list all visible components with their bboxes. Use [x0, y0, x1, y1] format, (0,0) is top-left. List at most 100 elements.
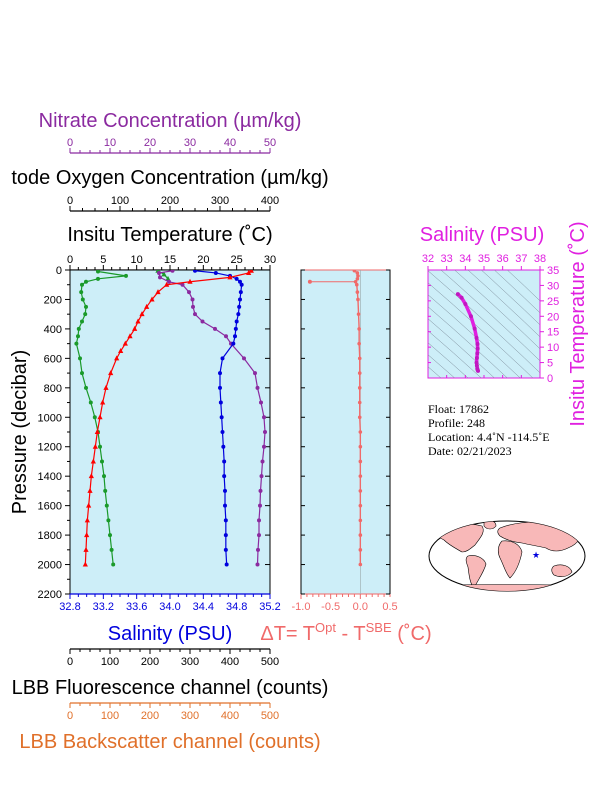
australia-shape [551, 564, 573, 577]
oxygen-point [263, 430, 267, 434]
temperature-point [149, 296, 155, 302]
temperature-point [84, 532, 90, 538]
salinity-tick-label: 34.4 [193, 601, 214, 613]
oxygen-tick-label: 100 [111, 195, 129, 207]
salinity-tick-label: 34.0 [159, 601, 180, 613]
ts-x-tick-label: 35 [478, 253, 490, 265]
oxygen-point [256, 547, 260, 552]
nitrate-axis: 0 10 20 30 40 50 [67, 137, 276, 154]
pressure-tick-label: 2200 [38, 589, 62, 601]
fluorescence-point [80, 319, 84, 324]
temperature-point [87, 487, 93, 493]
antarctica-shape [429, 584, 585, 591]
salinity-point [233, 334, 237, 339]
delta-t-point [355, 271, 360, 275]
ts-profile-point [476, 368, 481, 373]
nitrate-tick-label: 30 [184, 137, 196, 149]
fluorescence-point [76, 326, 81, 331]
nitrate-tick-label: 20 [144, 137, 156, 149]
ts-contour-line [428, 330, 482, 378]
fluorescence-point [84, 385, 88, 390]
salinity-point [213, 270, 218, 275]
delta-t-tick-label: 0.5 [382, 601, 397, 613]
delta-t-point [357, 415, 362, 420]
temperature-tick-label: 30 [264, 254, 276, 266]
africa-shape [497, 540, 523, 579]
salinity-point [223, 518, 228, 523]
pressure-tick-label: 1000 [38, 412, 62, 424]
profile-number: Profile: 248 [428, 416, 485, 430]
fluorescence-tick-label: 400 [221, 656, 239, 668]
delta-t-point [355, 277, 360, 281]
fluorescence-axis: 0 100 200 300 400 500 [67, 648, 279, 668]
pressure-tick-label: 1800 [38, 530, 62, 542]
fluorescence-point [83, 312, 88, 317]
salinity-axis: 32.8 33.2 33.6 34.0 34.4 34.8 35.2 [59, 593, 281, 613]
oxygen-point [193, 312, 197, 317]
oxygen-tick-label: 300 [211, 195, 229, 207]
ts-x-tick-label: 36 [497, 253, 509, 265]
fluorescence-point [78, 356, 82, 361]
fluorescence-point [111, 562, 116, 567]
fluorescence-point [106, 518, 111, 523]
salinity-point [237, 304, 242, 309]
fluorescence-point [80, 371, 84, 376]
oxygen-axis-title: tode Oxygen Concentration (µm/kg) [11, 167, 328, 189]
fluorescence-point [88, 400, 93, 405]
oxygen-point [191, 304, 195, 309]
ts-density-contours [428, 270, 540, 378]
fluorescence-line [75, 270, 127, 565]
salinity-point [193, 270, 197, 273]
fluorescence-axis-title: LBB Fluorescence channel (counts) [12, 677, 329, 699]
oxygen-point [259, 474, 264, 479]
delta-t-plot-area [300, 269, 391, 595]
ts-contour-line [454, 270, 540, 350]
ts-x-tick-label: 33 [441, 253, 453, 265]
salinity-point [233, 326, 238, 331]
nitrate-tick-label: 0 [67, 137, 73, 149]
pressure-tick-label: 2000 [38, 560, 62, 572]
fluorescence-point [98, 444, 102, 449]
ts-profile-point [459, 295, 464, 300]
pressure-tick-label: 600 [44, 353, 62, 365]
delta-t-point [352, 270, 357, 273]
delta-t-title-part2: - T [336, 623, 366, 645]
ts-contour-line [428, 354, 456, 378]
oxygen-point [224, 334, 228, 339]
temperature-point [144, 303, 150, 309]
oxygen-point [255, 385, 260, 390]
delta-t-point [358, 562, 363, 567]
oxygen-tick-label: 400 [261, 195, 279, 207]
backscatter-tick-label: 200 [141, 710, 159, 722]
pressure-tick-label: 0 [56, 265, 62, 277]
delta-t-series [307, 270, 363, 567]
salinity-tick-label: 34.8 [226, 601, 247, 613]
ts-y-tick-label: 30 [547, 280, 559, 292]
delta-t-point [357, 341, 361, 346]
salinity-point [220, 356, 225, 361]
salinity-point [219, 415, 224, 420]
fluorescence-point [100, 459, 104, 464]
fluorescence-tick-label: 300 [181, 656, 199, 668]
temperature-tick-label: 10 [131, 254, 143, 266]
fluorescence-point [124, 273, 128, 278]
ts-contour-line [428, 282, 534, 378]
delta-t-point [358, 548, 363, 552]
oxygen-point [213, 326, 217, 331]
oxygen-point [255, 562, 260, 567]
delta-t-title-part1: ΔT= T [260, 623, 315, 645]
delta-t-outlier-point [307, 279, 312, 284]
delta-t-title-sup2: SBE [366, 620, 392, 635]
temperature-tick-label: 0 [67, 254, 73, 266]
temperature-point [108, 370, 114, 376]
backscatter-tick-label: 0 [67, 710, 73, 722]
ts-profile-point [474, 335, 479, 340]
nitrate-axis-title: Nitrate Concentration (µm/kg) [39, 110, 302, 132]
oxygen-point [258, 503, 262, 508]
temperature-point [94, 429, 100, 434]
temperature-point [127, 333, 133, 339]
oxygen-point [259, 400, 263, 405]
ts-y-tick-label: 5 [547, 358, 553, 370]
float-location: Location: 4.4˚N -114.5˚E [428, 430, 550, 444]
delta-t-point [358, 533, 363, 537]
